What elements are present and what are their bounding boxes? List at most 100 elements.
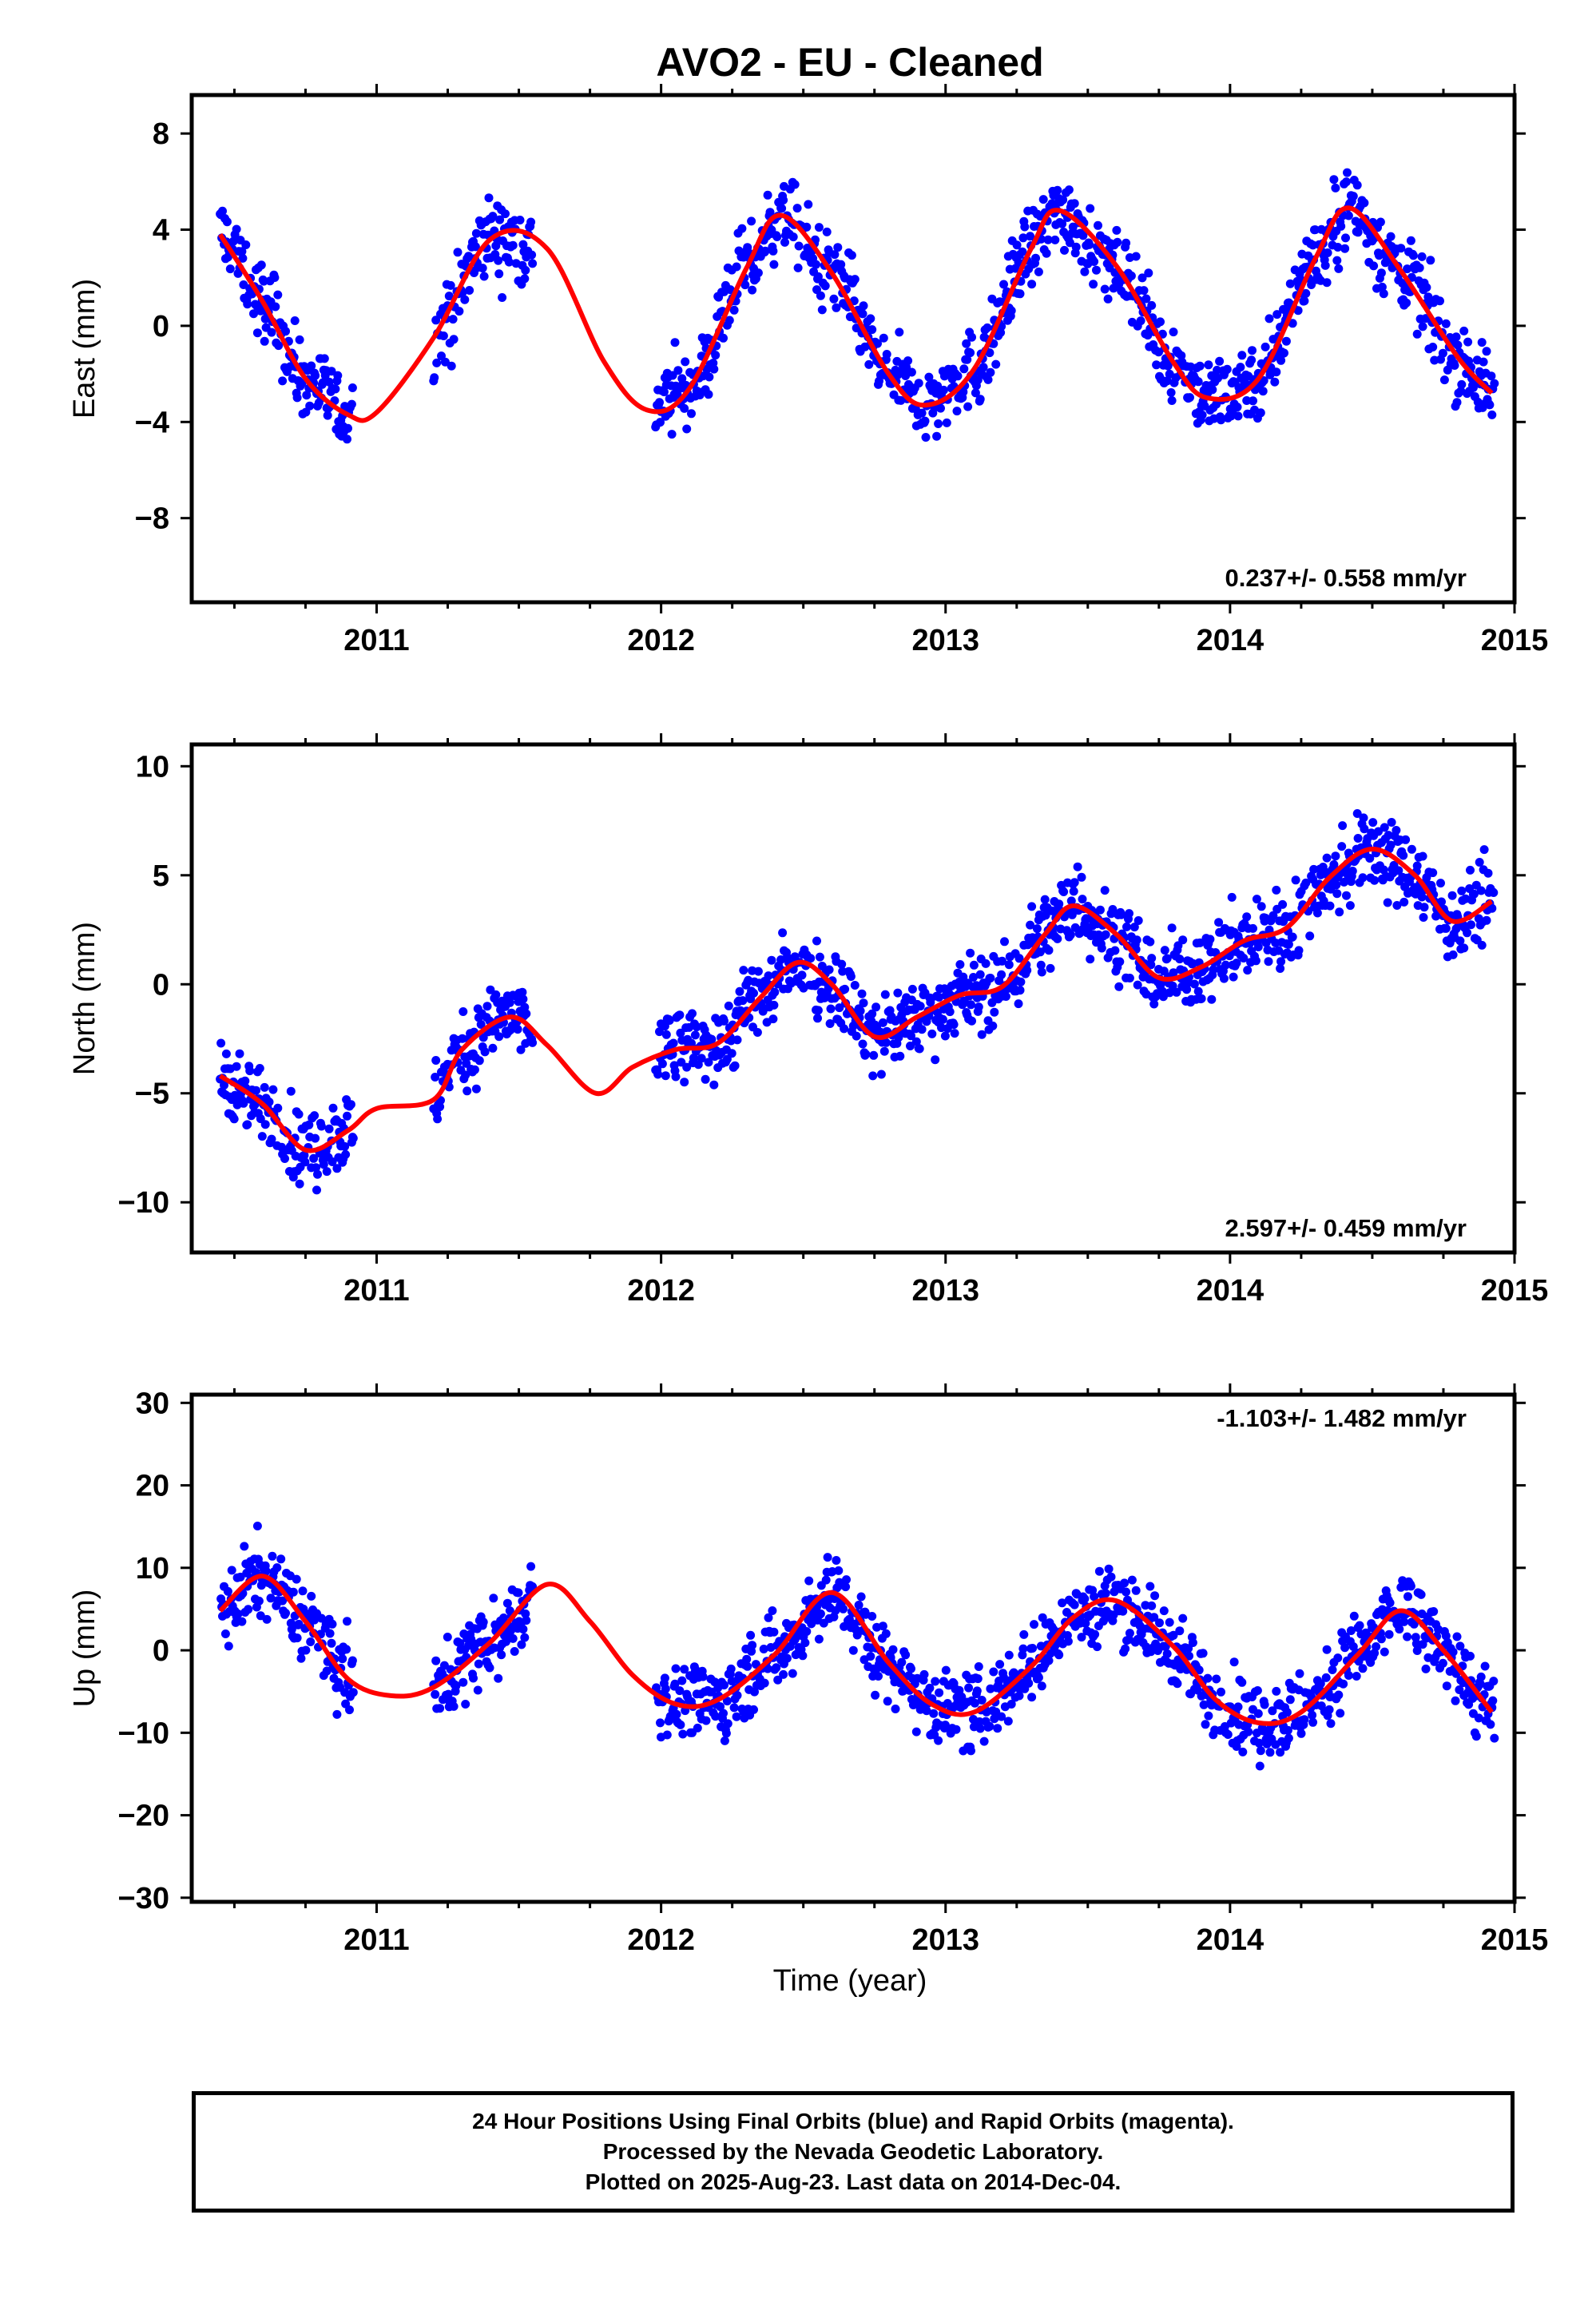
data-point <box>1195 361 1205 371</box>
data-point <box>1127 1575 1137 1585</box>
data-point <box>1015 986 1025 995</box>
data-point <box>1344 1671 1353 1680</box>
data-point <box>292 1633 302 1643</box>
data-point <box>1419 913 1428 922</box>
data-point <box>1248 346 1257 355</box>
data-point <box>1386 232 1396 241</box>
data-point <box>950 1029 959 1038</box>
data-point <box>347 399 356 409</box>
data-point <box>812 260 820 269</box>
data-point <box>1043 235 1053 244</box>
data-point <box>324 1124 334 1133</box>
data-point <box>1288 319 1297 328</box>
data-point <box>951 1725 961 1734</box>
data-point <box>1457 379 1467 389</box>
data-point <box>701 1716 711 1725</box>
data-point <box>1115 957 1125 966</box>
data-point <box>1396 244 1406 253</box>
data-point <box>1441 319 1451 328</box>
data-point <box>678 1729 688 1739</box>
data-point <box>1073 862 1082 871</box>
data-point <box>798 1651 808 1661</box>
data-point <box>453 248 463 257</box>
data-point <box>723 1719 732 1729</box>
data-point <box>1450 361 1459 370</box>
data-point <box>1417 892 1427 902</box>
data-point <box>1001 992 1010 1001</box>
data-point <box>1374 827 1383 836</box>
data-point <box>1204 360 1213 370</box>
data-point <box>972 1686 982 1696</box>
data-point <box>435 1102 445 1112</box>
data-point <box>1386 840 1396 850</box>
data-point <box>924 372 934 382</box>
data-point <box>1436 879 1445 888</box>
data-point <box>653 1070 663 1079</box>
data-point <box>748 285 757 295</box>
data-point <box>1358 1664 1368 1673</box>
data-point <box>743 1661 752 1671</box>
data-point <box>768 1014 778 1024</box>
data-point <box>1482 915 1491 925</box>
data-point <box>720 1736 729 1745</box>
data-point <box>257 1132 267 1141</box>
data-point <box>661 1030 671 1039</box>
data-point <box>727 1049 736 1058</box>
data-point <box>726 1664 736 1673</box>
data-point <box>1093 1642 1102 1652</box>
data-point <box>878 1621 887 1631</box>
data-point <box>1103 294 1113 304</box>
data-point <box>1487 371 1496 381</box>
data-point <box>1429 1607 1439 1616</box>
data-point <box>513 1025 522 1034</box>
data-point <box>488 212 498 221</box>
data-point <box>322 1167 332 1177</box>
data-point <box>1336 221 1346 231</box>
data-point <box>1069 887 1078 896</box>
data-point <box>907 1031 915 1041</box>
data-point <box>311 1133 320 1143</box>
data-point <box>660 1673 669 1683</box>
data-point <box>1080 267 1090 276</box>
data-point <box>470 242 480 252</box>
data-point <box>802 1627 812 1636</box>
data-point <box>1147 1601 1157 1610</box>
data-point <box>1353 834 1363 843</box>
data-point <box>459 1677 468 1687</box>
data-point <box>874 1672 883 1681</box>
data-point <box>446 280 455 290</box>
data-point <box>814 1634 824 1644</box>
data-point <box>1376 217 1385 227</box>
data-point <box>288 1587 298 1597</box>
data-point <box>935 1688 944 1697</box>
data-point <box>1384 1629 1394 1639</box>
data-point <box>1058 195 1068 204</box>
data-point <box>975 395 985 404</box>
data-point <box>989 1667 998 1677</box>
caption-box: 24 Hour Positions Using Final Orbits (bl… <box>192 2091 1515 2213</box>
data-point <box>764 971 773 981</box>
data-point <box>498 293 507 302</box>
data-point <box>788 232 798 242</box>
data-point <box>856 1592 866 1602</box>
data-point <box>1038 195 1048 204</box>
data-point <box>526 1562 536 1571</box>
data-point <box>1034 1673 1043 1682</box>
data-point <box>676 1720 685 1729</box>
data-point <box>1394 866 1403 875</box>
data-point <box>254 1596 264 1606</box>
data-point <box>1255 1761 1264 1771</box>
data-point <box>869 1050 879 1060</box>
data-point <box>983 323 992 332</box>
data-point <box>220 1629 230 1638</box>
data-point <box>1323 248 1332 257</box>
data-point <box>1312 908 1322 918</box>
data-point <box>307 1591 316 1601</box>
data-point <box>1032 924 1042 934</box>
data-point <box>1311 225 1320 235</box>
data-point <box>431 1689 440 1699</box>
data-point <box>1276 355 1286 365</box>
data-point <box>672 1709 681 1719</box>
panel-2: 2011 2012 2013 2014 2015 −10 −5 0 5 10 North (mm) 2… <box>68 733 1548 1308</box>
data-point <box>1108 905 1118 914</box>
